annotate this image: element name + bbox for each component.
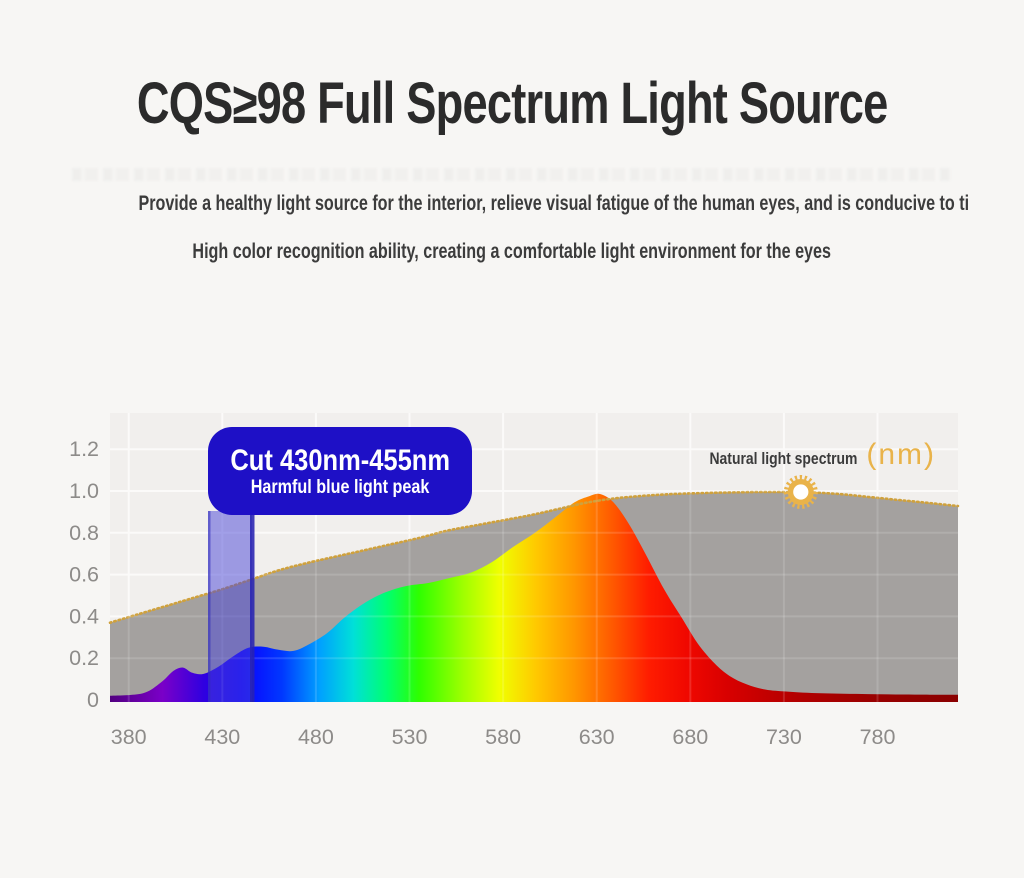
y-tick-label: 0.4 — [69, 604, 99, 628]
x-tick-label: 380 — [111, 725, 147, 749]
y-tick-label: 1.0 — [69, 479, 99, 503]
cut-callout-title: Cut 430nm-455nm — [211, 444, 469, 477]
x-tick-label: 680 — [672, 725, 708, 749]
y-tick-label: 0.6 — [69, 563, 99, 587]
light-source-spectrum-area — [110, 493, 958, 702]
natural-light-label: Natural light spectrum (nm) — [677, 438, 936, 472]
cut-callout-subtitle: Harmful blue light peak — [235, 477, 445, 499]
cut-callout: Cut 430nm-455nm Harmful blue light peak — [208, 427, 472, 515]
cut-callout-subtitle-text: Harmful blue light peak — [250, 476, 430, 498]
page-title: CQS≥98 Full Spectrum Light Source — [0, 72, 1024, 136]
y-tick-label: 0.2 — [69, 646, 99, 670]
subtitle-line-2: High color recognition ability, creating… — [0, 238, 1024, 264]
subtitle-line-1: Provide a healthy light source for the i… — [0, 190, 1024, 216]
cut-band-right-edge — [250, 511, 255, 702]
cut-callout-title-text: Cut 430nm-455nm — [230, 443, 450, 477]
y-tick-label: 0.8 — [69, 521, 99, 545]
x-tick-label: 630 — [579, 725, 615, 749]
subtitle-line-2-text: High color recognition ability, creating… — [192, 239, 832, 263]
x-tick-label: 430 — [204, 725, 240, 749]
cut-band — [208, 511, 252, 702]
x-tick-label: 530 — [392, 725, 428, 749]
ghost-text-strip — [72, 168, 952, 181]
nm-unit-label: (nm) — [866, 438, 936, 471]
x-tick-label: 480 — [298, 725, 334, 749]
page-title-text: CQS≥98 Full Spectrum Light Source — [136, 71, 888, 136]
spectrum-chart: 380 430 480 530 580 630 680 730 780 0 0.2 0.4 0.6 0.8… — [0, 400, 1024, 780]
y-tick-label: 0 — [87, 688, 99, 712]
cut-band-left-edge — [208, 511, 211, 702]
natural-light-label-text: Natural light spectrum — [709, 449, 858, 468]
subtitle-line-1-text: Provide a healthy light source for the i… — [138, 191, 970, 215]
x-tick-label: 780 — [860, 725, 896, 749]
x-tick-label: 580 — [485, 725, 521, 749]
sun-icon — [783, 475, 818, 509]
y-tick-label: 1.2 — [69, 437, 99, 461]
x-tick-label: 730 — [766, 725, 802, 749]
